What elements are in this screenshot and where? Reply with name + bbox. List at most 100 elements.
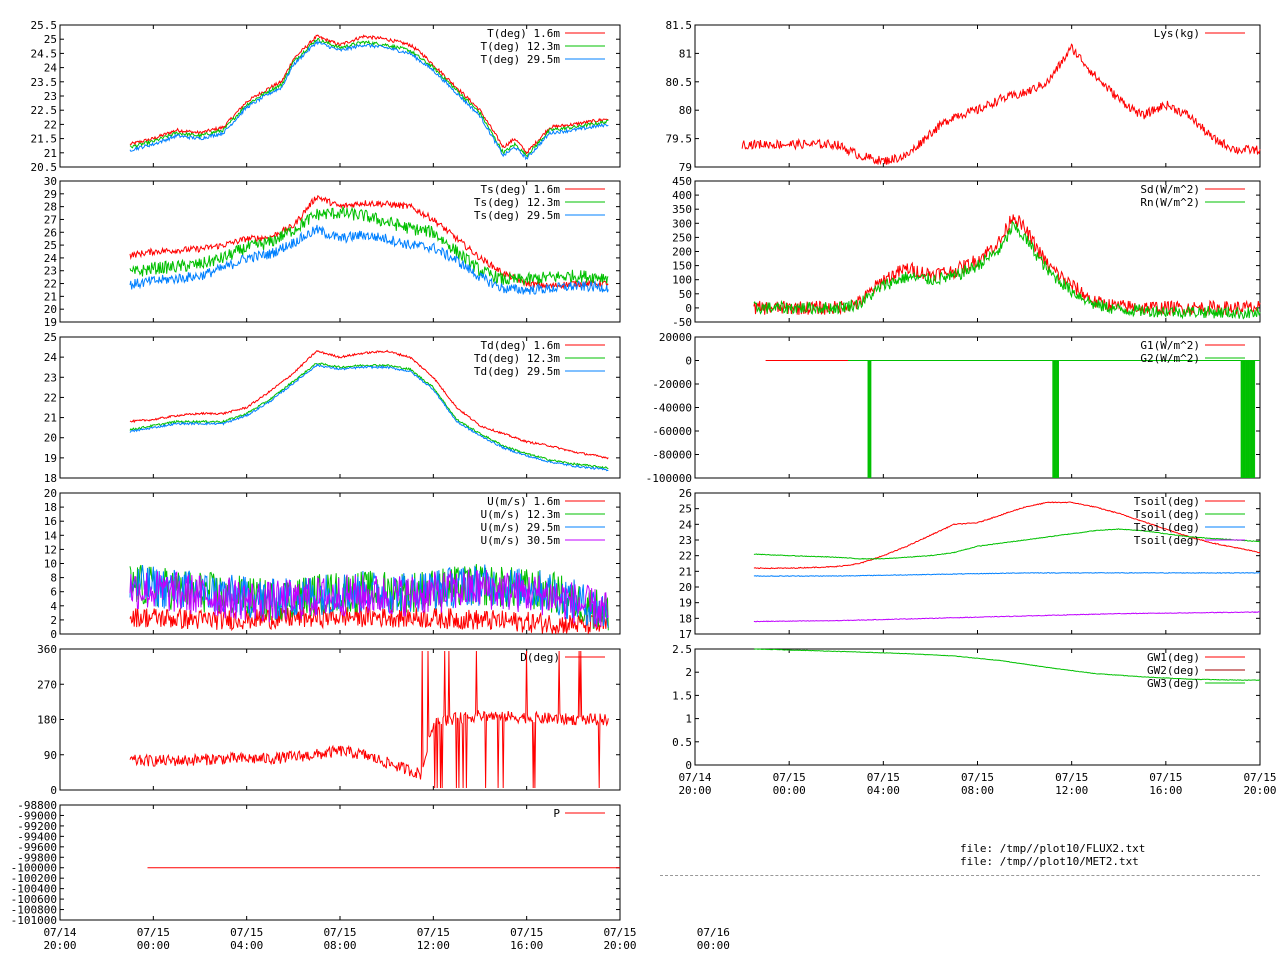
y-tick-label: -80000 [652,449,692,462]
y-tick-label: 20 [679,581,692,594]
y-tick-label: 21 [44,147,57,160]
x-tick-label: 16:00 [510,939,543,952]
legend-label: Tsoil(deg) [1134,521,1200,534]
y-tick-label: -20000 [652,378,692,391]
dashed-separator [660,875,1260,876]
legend-label: Tsoil(deg) [1134,534,1200,547]
legend-label: Rn(W/m^2) [1140,196,1200,209]
x-tick-label: 08:00 [323,939,356,952]
y-tick-label: 0 [685,759,692,772]
y-tick-label: 20 [44,487,57,500]
legend-label: Td(deg) 12.3m [474,352,560,365]
y-tick-label: 350 [672,203,692,216]
y-tick-label: 24 [44,351,58,364]
y-tick-label: -100600 [11,893,57,906]
y-tick-label: -99200 [17,820,57,833]
series-line-tsoil-1 [753,528,1260,560]
y-tick-label: 20000 [659,331,692,344]
y-tick-label: 17 [679,628,692,641]
y-tick-label: 21 [44,412,57,425]
x-axis-labels-p: 07/1420:0007/1500:0007/1504:0007/1508:00… [43,926,729,952]
y-tick-label: -100200 [11,872,57,885]
x-tick-label: 12:00 [417,939,450,952]
y-tick-label: 20.5 [31,161,58,174]
y-tick-label: -60000 [652,425,692,438]
y-tick-label: 23 [44,90,57,103]
legend-label: Td(deg) 29.5m [474,365,560,378]
y-tick-label: 19 [44,316,57,329]
y-tick-label: 1 [685,713,692,726]
legend-label: Tsoil(deg) [1134,508,1200,521]
y-tick-label: 400 [672,189,692,202]
y-tick-label: 18 [44,472,57,485]
y-tick-label: -99800 [17,851,57,864]
y-tick-label: -100000 [646,472,692,485]
y-tick-label: 28 [44,201,57,214]
y-tick-label: 23 [679,534,692,547]
legend-label: Ts(deg) 12.3m [474,196,560,209]
legend-label: D(deg) [520,651,560,664]
y-tick-label: 270 [37,678,57,691]
y-tick-label: -99000 [17,809,57,822]
y-tick-label: 2 [685,666,692,679]
legend-label: U(m/s) 29.5m [481,521,561,534]
series-line-tsoil-3 [753,611,1260,623]
x-tick-label: 07/15 [961,771,994,784]
y-tick-label: 26 [679,487,692,500]
y-tick-label: 18 [44,501,57,514]
series-line-rad-1 [753,220,1261,320]
y-tick-label: 22 [44,391,57,404]
y-tick-label: 25.5 [31,19,58,32]
y-tick-label: 79 [679,161,692,174]
y-tick-label: 22 [679,550,692,563]
y-tick-label: 1.5 [672,689,692,702]
y-tick-label: 450 [672,175,692,188]
y-tick-label: 100 [672,274,692,287]
x-tick-label: 00:00 [137,939,170,952]
x-tick-label: 20:00 [678,784,711,797]
legend-label: Sd(W/m^2) [1140,183,1200,196]
legend-label: T(deg) 29.5m [481,53,561,66]
legend-label: U(m/s) 1.6m [487,495,560,508]
y-tick-label: -100800 [11,904,57,917]
series-line-ts-2 [129,224,609,295]
legend-label: GW3(deg) [1147,677,1200,690]
legend-label: Lys(kg) [1154,27,1200,40]
legend-label: P [553,807,560,820]
series-line-rad-0 [753,214,1261,317]
x-tick-label: 07/15 [603,926,636,939]
y-tick-label: 0 [50,784,57,797]
series-line-u-3 [129,569,609,628]
y-tick-label: 12 [44,543,57,556]
y-tick-label: 14 [44,529,58,542]
y-tick-label: 23.5 [31,76,58,89]
y-tick-label: 81 [679,47,692,60]
y-tick-label: 26 [44,226,57,239]
y-tick-label: 18 [679,612,692,625]
y-tick-label: 0 [50,628,57,641]
y-tick-label: 90 [44,749,57,762]
y-tick-label: 24 [44,252,58,265]
series-line-lys-0 [741,43,1261,166]
legend-label: G1(W/m^2) [1140,339,1200,352]
series-line-td-2 [129,363,609,472]
y-tick-label: 25 [679,503,692,516]
legend-label: T(deg) 1.6m [487,27,560,40]
panel-frame [59,804,621,921]
y-tick-label: 24 [44,62,58,75]
x-tick-label: 16:00 [1149,784,1182,797]
y-tick-label: 16 [44,515,57,528]
y-tick-label: 24.5 [31,47,58,60]
y-tick-label: 50 [679,288,692,301]
series-line-gw-2 [753,648,1261,681]
x-tick-label: 07/15 [867,771,900,784]
x-axis-labels-gw: 07/1420:0007/1500:0007/1504:0007/1508:00… [678,771,1276,797]
y-tick-label: 21 [679,565,692,578]
y-tick-label: -100400 [11,883,57,896]
y-tick-label: 4 [50,600,57,613]
file-label-flux: file: /tmp//plot10/FLUX2.txt [960,842,1146,855]
